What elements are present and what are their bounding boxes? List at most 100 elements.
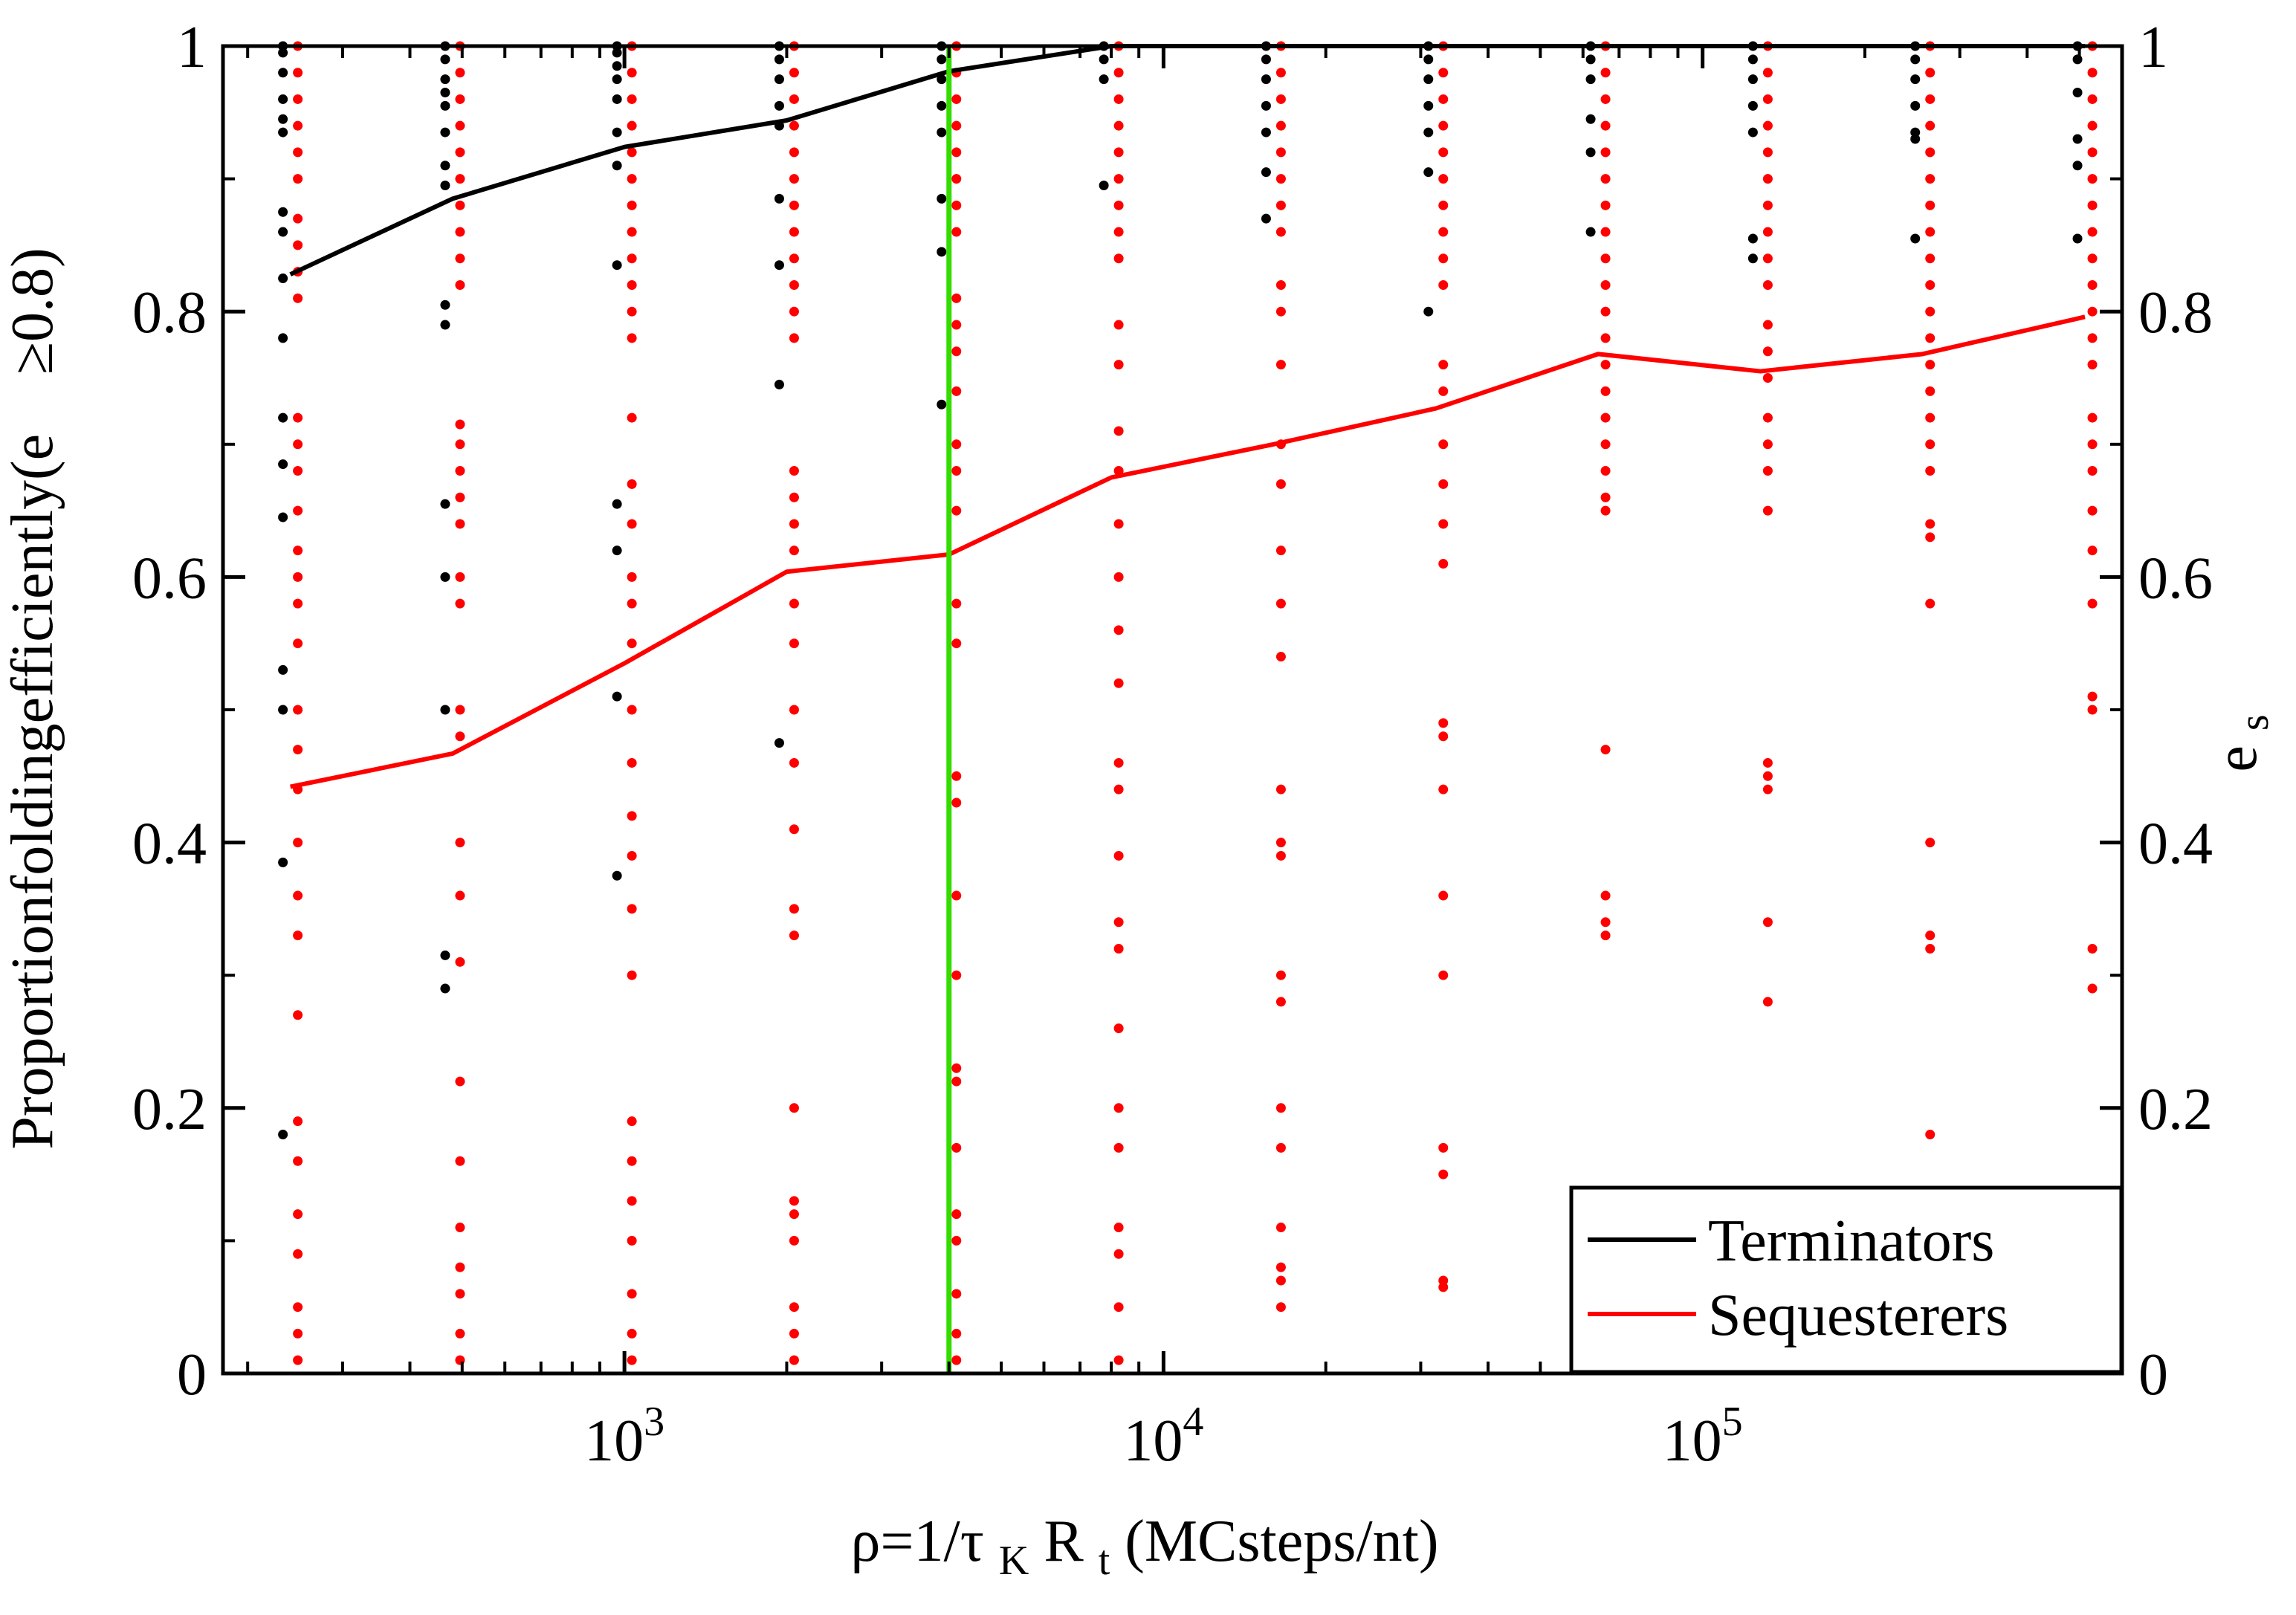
point-sequesterers-4-3 — [951, 120, 962, 131]
point-sequesterers-3-24 — [789, 1196, 799, 1206]
point-sequesterers-0-19 — [293, 745, 303, 755]
point-sequesterers-2-16 — [627, 598, 637, 609]
point-sequesterers-11-4 — [2087, 147, 2098, 158]
y-tick-label-right-2: 0.4 — [2138, 812, 2213, 877]
point-sequesterers-1-5 — [455, 174, 465, 184]
point-terminators-2-4 — [612, 94, 622, 104]
point-sequesterers-2-14 — [627, 519, 637, 529]
point-sequesterers-2-12 — [627, 412, 637, 423]
point-sequesterers-0-26 — [293, 1156, 303, 1166]
point-sequesterers-3-11 — [789, 333, 799, 343]
point-sequesterers-0-25 — [293, 1116, 303, 1127]
point-sequesterers-2-17 — [627, 638, 637, 649]
point-sequesterers-5-14 — [1113, 572, 1124, 582]
point-sequesterers-7-5 — [1438, 174, 1449, 184]
legend-label-terminators: Terminators — [1708, 1208, 1994, 1274]
point-sequesterers-5-20 — [1113, 917, 1124, 928]
point-sequesterers-7-10 — [1438, 360, 1449, 370]
point-sequesterers-6-6 — [1275, 200, 1286, 210]
point-sequesterers-3-9 — [789, 279, 799, 290]
point-sequesterers-5-28 — [1113, 1355, 1124, 1365]
point-sequesterers-5-5 — [1113, 174, 1124, 184]
point-terminators-7-3 — [1423, 100, 1434, 111]
point-sequesterers-1-8 — [455, 253, 465, 264]
point-sequesterers-3-2 — [789, 94, 799, 104]
point-sequesterers-11-19 — [2087, 691, 2098, 702]
y-axis-label-left: Proportionfoldingefficiently(e ≥0.8) — [0, 247, 65, 1149]
point-sequesterers-2-28 — [627, 1289, 637, 1299]
x-axis-label-sub2: t — [1099, 1538, 1110, 1584]
point-sequesterers-7-9 — [1438, 279, 1449, 290]
point-sequesterers-10-7 — [1925, 227, 1936, 237]
point-sequesterers-3-3 — [789, 120, 799, 131]
x-axis-label-prefix: ρ=1/τ — [850, 1509, 983, 1574]
point-sequesterers-5-4 — [1113, 147, 1124, 158]
point-sequesterers-2-2 — [627, 94, 637, 104]
point-sequesterers-0-29 — [293, 1302, 303, 1313]
point-sequesterers-7-19 — [1438, 890, 1449, 901]
point-sequesterers-5-8 — [1113, 253, 1124, 264]
y-tick-label-left-3: 0.6 — [132, 546, 207, 611]
point-terminators-2-2 — [612, 61, 622, 71]
point-sequesterers-1-2 — [455, 94, 465, 104]
point-terminators-4-7 — [937, 399, 947, 410]
point-sequesterers-6-21 — [1275, 1103, 1286, 1113]
point-sequesterers-7-8 — [1438, 253, 1449, 264]
point-terminators-11-1 — [2072, 54, 2083, 65]
point-sequesterers-1-20 — [455, 890, 465, 901]
point-terminators-10-4 — [1910, 127, 1921, 137]
point-terminators-0-13 — [278, 664, 288, 675]
point-terminators-7-2 — [1423, 74, 1434, 85]
point-sequesterers-1-6 — [455, 200, 465, 210]
point-terminators-5-3 — [1099, 181, 1109, 191]
point-sequesterers-10-20 — [1925, 838, 1936, 848]
point-sequesterers-9-20 — [1762, 917, 1773, 928]
point-sequesterers-3-12 — [789, 466, 799, 476]
point-sequesterers-10-10 — [1925, 306, 1936, 317]
point-sequesterers-11-13 — [2087, 412, 2098, 423]
point-sequesterers-3-16 — [789, 598, 799, 609]
point-sequesterers-1-11 — [455, 439, 465, 450]
point-terminators-3-5 — [774, 193, 784, 204]
point-sequesterers-9-2 — [1762, 94, 1773, 104]
point-terminators-1-13 — [440, 950, 450, 960]
point-sequesterers-5-6 — [1113, 200, 1124, 210]
point-terminators-0-7 — [278, 227, 288, 237]
point-sequesterers-7-24 — [1438, 1282, 1449, 1292]
point-sequesterers-10-11 — [1925, 333, 1936, 343]
point-sequesterers-1-7 — [455, 227, 465, 237]
point-terminators-0-2 — [278, 68, 288, 78]
point-sequesterers-8-13 — [1600, 386, 1611, 396]
point-sequesterers-10-5 — [1925, 174, 1936, 184]
point-sequesterers-6-22 — [1275, 1142, 1286, 1153]
point-terminators-1-10 — [440, 499, 450, 509]
point-sequesterers-4-16 — [951, 638, 962, 649]
legend: Terminators Sequesterers — [1569, 1185, 2124, 1374]
point-sequesterers-6-12 — [1275, 479, 1286, 489]
point-terminators-11-2 — [2072, 88, 2083, 98]
point-sequesterers-6-16 — [1275, 784, 1286, 794]
point-sequesterers-1-14 — [455, 519, 465, 529]
point-sequesterers-2-9 — [627, 279, 637, 290]
point-sequesterers-9-9 — [1762, 279, 1773, 290]
point-sequesterers-2-27 — [627, 1235, 637, 1246]
point-sequesterers-3-21 — [789, 904, 799, 914]
point-sequesterers-9-4 — [1762, 147, 1773, 158]
point-sequesterers-8-7 — [1600, 227, 1611, 237]
point-sequesterers-2-7 — [627, 227, 637, 237]
point-sequesterers-6-5 — [1275, 174, 1286, 184]
point-terminators-0-3 — [278, 94, 288, 104]
point-sequesterers-0-31 — [293, 1355, 303, 1365]
point-sequesterers-1-24 — [455, 1223, 465, 1233]
point-terminators-0-14 — [278, 705, 288, 715]
point-sequesterers-0-9 — [293, 293, 303, 303]
point-sequesterers-0-4 — [293, 147, 303, 158]
point-terminators-10-5 — [1910, 134, 1921, 144]
point-terminators-1-8 — [440, 300, 450, 310]
point-sequesterers-7-12 — [1438, 439, 1449, 450]
point-sequesterers-6-14 — [1275, 598, 1286, 609]
y-tick-label-left-2: 0.4 — [132, 812, 207, 877]
point-terminators-1-3 — [440, 88, 450, 98]
point-terminators-4-3 — [937, 100, 947, 111]
line-terminators — [289, 44, 2086, 276]
